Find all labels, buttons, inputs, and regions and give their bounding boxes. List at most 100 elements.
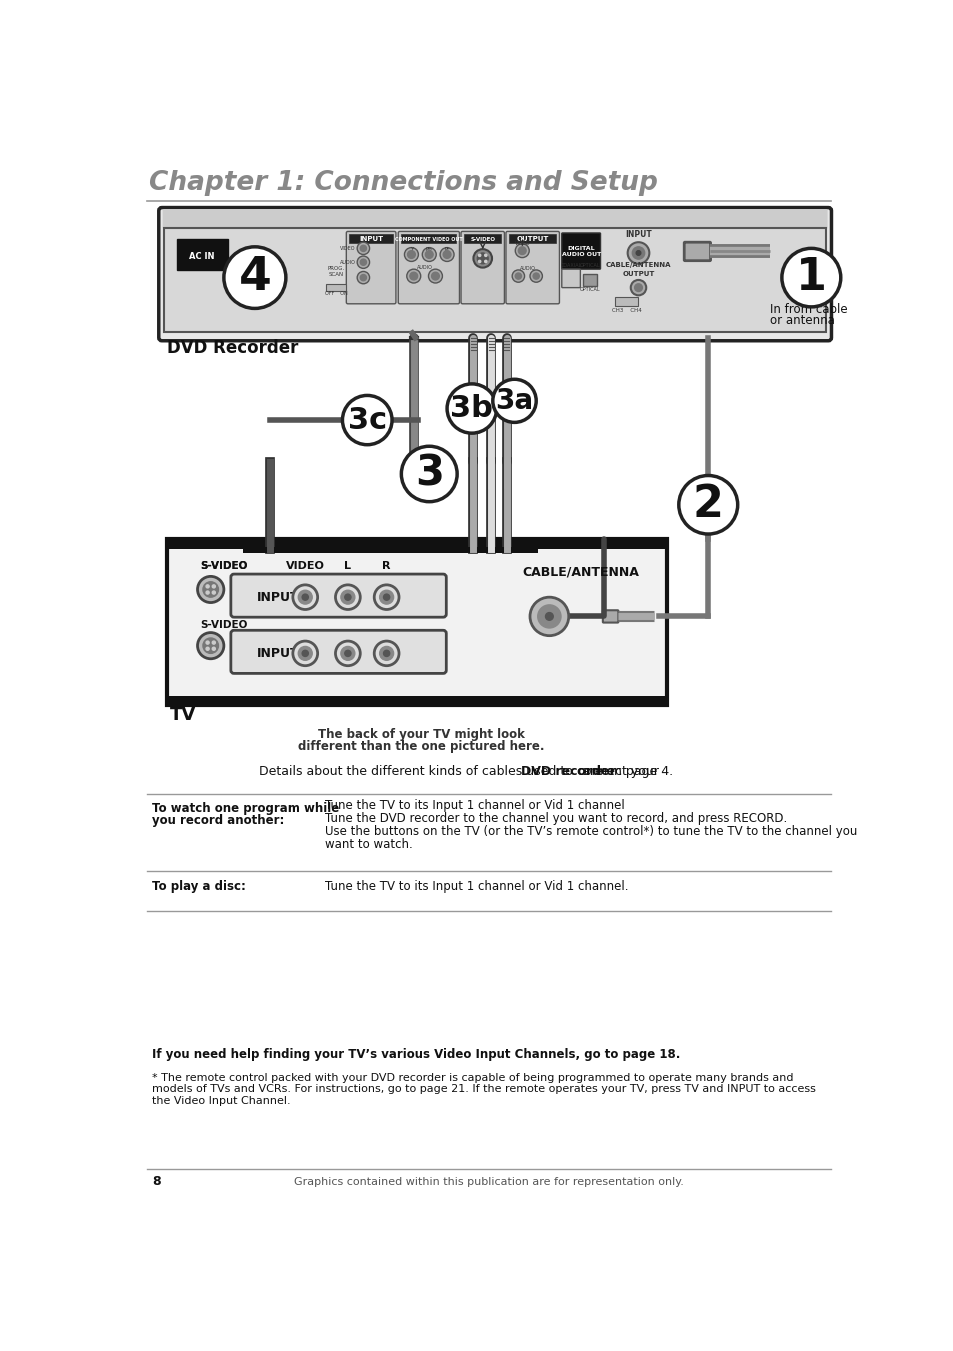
Circle shape <box>298 646 312 661</box>
Text: VIDEO: VIDEO <box>340 246 355 251</box>
Text: 2: 2 <box>692 484 723 527</box>
Circle shape <box>407 251 415 258</box>
Text: Tune the TV to its Input 1 channel or Vid 1 channel.: Tune the TV to its Input 1 channel or Vi… <box>324 880 627 893</box>
Text: INPUT: INPUT <box>624 230 651 239</box>
Text: * The remote control packed with your DVD recorder is capable of being programme: * The remote control packed with your DV… <box>152 1073 793 1082</box>
Circle shape <box>515 273 521 280</box>
Text: 8: 8 <box>152 1174 160 1188</box>
Circle shape <box>443 251 451 258</box>
Circle shape <box>293 642 317 666</box>
Circle shape <box>401 446 456 501</box>
Text: DIGITAL
AUDIO OUT: DIGITAL AUDIO OUT <box>561 246 600 257</box>
Bar <box>401 234 456 243</box>
Text: different than the one pictured here.: different than the one pictured here. <box>298 739 544 753</box>
Text: The back of your TV might look: The back of your TV might look <box>317 728 524 742</box>
Circle shape <box>493 380 536 423</box>
Bar <box>243 547 537 554</box>
Circle shape <box>428 269 442 282</box>
Circle shape <box>356 272 369 284</box>
Circle shape <box>293 585 317 609</box>
Text: COMPONENT VIDEO OUT: COMPONENT VIDEO OUT <box>395 236 462 242</box>
Text: are on page 4.: are on page 4. <box>578 765 673 778</box>
Circle shape <box>356 257 369 269</box>
FancyBboxPatch shape <box>346 231 395 304</box>
Bar <box>464 234 500 243</box>
Text: AUDIO: AUDIO <box>339 259 355 265</box>
Circle shape <box>197 577 224 603</box>
Circle shape <box>383 594 390 600</box>
Circle shape <box>636 251 640 255</box>
Text: DVD Recorder: DVD Recorder <box>167 339 298 357</box>
Text: COAXIAL: COAXIAL <box>559 263 581 267</box>
FancyBboxPatch shape <box>397 231 459 304</box>
Text: 3a: 3a <box>495 386 533 415</box>
Circle shape <box>425 251 433 258</box>
Circle shape <box>484 261 486 262</box>
Circle shape <box>360 274 366 281</box>
Circle shape <box>212 647 215 650</box>
Circle shape <box>302 650 308 657</box>
Circle shape <box>298 590 312 604</box>
Bar <box>349 234 393 243</box>
Circle shape <box>410 273 417 280</box>
Circle shape <box>484 254 486 257</box>
Bar <box>177 239 228 270</box>
FancyBboxPatch shape <box>158 208 831 340</box>
Circle shape <box>632 247 644 259</box>
Circle shape <box>379 646 394 661</box>
Circle shape <box>374 585 398 609</box>
Circle shape <box>533 273 538 280</box>
Circle shape <box>379 590 394 604</box>
Text: S-VIDEO: S-VIDEO <box>200 562 248 571</box>
Circle shape <box>476 253 488 263</box>
Text: CH3    CH4: CH3 CH4 <box>612 308 641 312</box>
Circle shape <box>545 612 553 620</box>
Circle shape <box>342 396 392 444</box>
Text: 3b: 3b <box>450 394 493 423</box>
Circle shape <box>224 247 286 308</box>
FancyBboxPatch shape <box>231 631 446 673</box>
FancyBboxPatch shape <box>460 231 504 304</box>
Circle shape <box>515 243 529 258</box>
Circle shape <box>447 384 497 434</box>
FancyBboxPatch shape <box>561 232 599 269</box>
Text: Graphics contained within this publication are for representation only.: Graphics contained within this publicati… <box>294 1177 683 1186</box>
Text: AC IN: AC IN <box>190 253 214 261</box>
Text: PROG.
SCAN: PROG. SCAN <box>327 266 345 277</box>
Circle shape <box>473 249 492 267</box>
FancyBboxPatch shape <box>162 209 827 230</box>
Text: OPTICAL: OPTICAL <box>578 288 599 292</box>
Text: Chapter 1: Connections and Setup: Chapter 1: Connections and Setup <box>149 170 657 196</box>
Text: Y: Y <box>410 247 413 251</box>
FancyBboxPatch shape <box>505 231 558 304</box>
Text: want to watch.: want to watch. <box>324 838 412 851</box>
Circle shape <box>340 646 355 661</box>
Circle shape <box>206 585 209 588</box>
Circle shape <box>406 269 420 282</box>
Text: If you need help finding your TV’s various Video Input Channels, go to page 18.: If you need help finding your TV’s vario… <box>152 1047 679 1061</box>
Circle shape <box>537 605 560 628</box>
Text: VIDEO: VIDEO <box>286 562 324 571</box>
Circle shape <box>344 650 351 657</box>
Text: R: R <box>382 562 391 571</box>
Circle shape <box>203 582 218 597</box>
Circle shape <box>630 280 645 296</box>
Circle shape <box>634 284 641 292</box>
Text: or antenna: or antenna <box>769 313 834 327</box>
Circle shape <box>517 247 525 254</box>
FancyBboxPatch shape <box>602 611 618 623</box>
Text: INPUT: INPUT <box>358 236 383 242</box>
Circle shape <box>383 650 390 657</box>
Circle shape <box>679 476 737 534</box>
Circle shape <box>212 642 215 644</box>
Text: OFF    ON: OFF ON <box>325 290 347 296</box>
Text: 3c: 3c <box>347 405 386 435</box>
Text: S-VIDEO: S-VIDEO <box>470 236 495 242</box>
Circle shape <box>206 642 209 644</box>
Bar <box>326 284 346 292</box>
Text: DVD recorder: DVD recorder <box>520 765 615 778</box>
Text: Tune the TV to its Input 1 channel or Vid 1 channel: Tune the TV to its Input 1 channel or Vi… <box>324 798 623 812</box>
Bar <box>582 274 596 286</box>
Text: you record another:: you record another: <box>152 815 284 827</box>
Text: 1: 1 <box>795 257 826 299</box>
